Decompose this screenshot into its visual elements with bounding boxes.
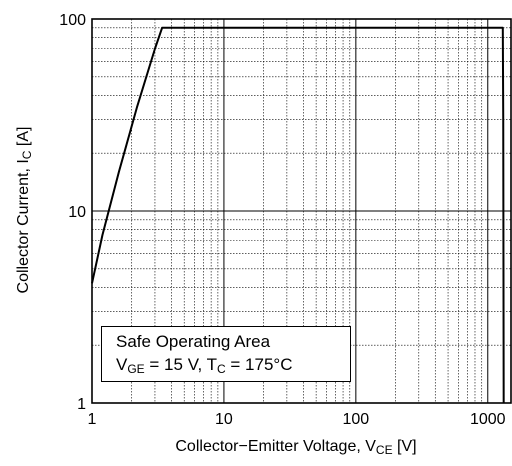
y-axis-title: Collector Current, IC [A] — [15, 126, 34, 294]
x-tick-label: 1000 — [470, 411, 506, 428]
x-axis-title: Collector−Emitter Voltage, VCE [V] — [175, 438, 417, 457]
y-tick-label: 10 — [68, 204, 86, 221]
x-tick-labels: 1 10 100 1000 — [88, 411, 506, 428]
soa-boundary-line — [91, 26, 505, 404]
annotation-line-1: Safe Operating Area — [116, 332, 271, 351]
annotation-line-2: VGE = 15 V, TC = 175°C — [116, 355, 293, 376]
x-tick-label: 100 — [342, 411, 369, 428]
soa-curve-layer — [91, 26, 505, 404]
safe-operating-area-note: Safe Operating Area VGE = 15 V, TC = 175… — [101, 326, 351, 382]
y-tick-labels: 1 10 100 — [59, 12, 86, 413]
y-tick-label: 1 — [77, 396, 86, 413]
y-tick-label: 100 — [59, 12, 86, 29]
x-tick-label: 1 — [88, 411, 97, 428]
plot-frame — [91, 18, 512, 404]
x-tick-label: 10 — [215, 411, 233, 428]
